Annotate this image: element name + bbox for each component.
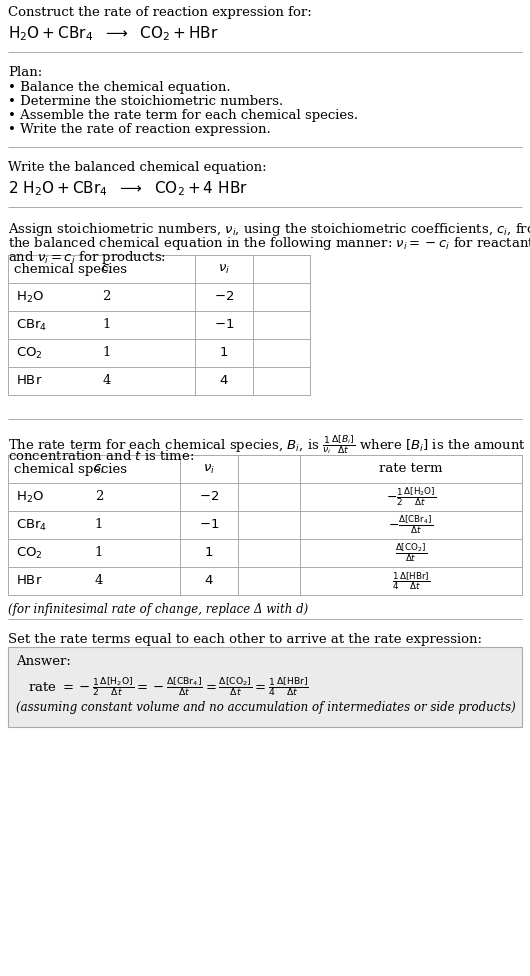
Text: $\mathrm{H_2O + CBr_4}$  $\longrightarrow$  $\mathrm{CO_2 + HBr}$: $\mathrm{H_2O + CBr_4}$ $\longrightarrow…	[8, 24, 218, 43]
Text: $4$: $4$	[219, 375, 229, 387]
Text: $\mathrm{CBr_4}$: $\mathrm{CBr_4}$	[16, 317, 47, 333]
Text: 2: 2	[95, 491, 103, 504]
Text: $-\frac{\Delta[\mathrm{CBr_4}]}{\Delta t}$: $-\frac{\Delta[\mathrm{CBr_4}]}{\Delta t…	[388, 513, 434, 537]
Text: • Assemble the rate term for each chemical species.: • Assemble the rate term for each chemic…	[8, 109, 358, 122]
Text: $\frac{1}{4}\frac{\Delta[\mathrm{HBr}]}{\Delta t}$: $\frac{1}{4}\frac{\Delta[\mathrm{HBr}]}{…	[392, 570, 430, 592]
Text: $\mathrm{2\ H_2O + CBr_4}$  $\longrightarrow$  $\mathrm{CO_2 + 4\ HBr}$: $\mathrm{2\ H_2O + CBr_4}$ $\longrightar…	[8, 179, 248, 198]
Text: the balanced chemical equation in the following manner: $\nu_i = -c_i$ for react: the balanced chemical equation in the fo…	[8, 235, 530, 252]
Text: 2: 2	[102, 291, 111, 304]
Text: (assuming constant volume and no accumulation of intermediates or side products): (assuming constant volume and no accumul…	[16, 701, 516, 714]
Text: $\nu_i$: $\nu_i$	[203, 463, 215, 475]
Text: $\mathrm{CBr_4}$: $\mathrm{CBr_4}$	[16, 517, 47, 533]
Text: $1$: $1$	[205, 547, 214, 559]
Text: 4: 4	[95, 575, 103, 588]
Text: Assign stoichiometric numbers, $\nu_i$, using the stoichiometric coefficients, $: Assign stoichiometric numbers, $\nu_i$, …	[8, 221, 530, 238]
Text: $-1$: $-1$	[214, 318, 234, 332]
Text: $-\frac{1}{2}\frac{\Delta[\mathrm{H_2O}]}{\Delta t}$: $-\frac{1}{2}\frac{\Delta[\mathrm{H_2O}]…	[386, 486, 436, 508]
Text: $\nu_i$: $\nu_i$	[218, 263, 230, 275]
Text: $\mathrm{H_2O}$: $\mathrm{H_2O}$	[16, 489, 44, 505]
Text: • Balance the chemical equation.: • Balance the chemical equation.	[8, 81, 231, 94]
Text: $-1$: $-1$	[199, 518, 219, 532]
Text: $4$: $4$	[204, 575, 214, 588]
Text: Answer:: Answer:	[16, 655, 71, 668]
Text: Plan:: Plan:	[8, 66, 42, 79]
Text: and $\nu_i = c_i$ for products:: and $\nu_i = c_i$ for products:	[8, 249, 166, 266]
Text: Write the balanced chemical equation:: Write the balanced chemical equation:	[8, 161, 267, 174]
Text: $c_i$: $c_i$	[101, 263, 112, 275]
Text: $-2$: $-2$	[199, 491, 219, 504]
Text: $\frac{\Delta[\mathrm{CO_2}]}{\Delta t}$: $\frac{\Delta[\mathrm{CO_2}]}{\Delta t}$	[395, 542, 427, 564]
Text: 1: 1	[102, 346, 111, 359]
Text: 1: 1	[95, 518, 103, 532]
Text: rate $= -\frac{1}{2}\frac{\Delta[\mathrm{H_2O}]}{\Delta t} = -\frac{\Delta[\math: rate $= -\frac{1}{2}\frac{\Delta[\mathrm…	[28, 675, 309, 698]
Text: rate term: rate term	[379, 463, 443, 475]
Text: chemical species: chemical species	[14, 463, 127, 475]
Text: • Determine the stoichiometric numbers.: • Determine the stoichiometric numbers.	[8, 95, 283, 108]
Text: $\mathrm{CO_2}$: $\mathrm{CO_2}$	[16, 546, 43, 560]
Text: $-2$: $-2$	[214, 291, 234, 304]
Text: $\mathrm{CO_2}$: $\mathrm{CO_2}$	[16, 346, 43, 360]
Text: $\mathrm{HBr}$: $\mathrm{HBr}$	[16, 375, 42, 387]
Text: Construct the rate of reaction expression for:: Construct the rate of reaction expressio…	[8, 6, 312, 19]
Text: chemical species: chemical species	[14, 263, 127, 275]
Text: 1: 1	[95, 547, 103, 559]
Text: The rate term for each chemical species, $B_i$, is $\frac{1}{\nu_i}\frac{\Delta[: The rate term for each chemical species,…	[8, 433, 526, 456]
Text: (for infinitesimal rate of change, replace Δ with d): (for infinitesimal rate of change, repla…	[8, 603, 308, 616]
Text: concentration and $t$ is time:: concentration and $t$ is time:	[8, 449, 195, 463]
Text: • Write the rate of reaction expression.: • Write the rate of reaction expression.	[8, 123, 271, 136]
Text: $\mathrm{H_2O}$: $\mathrm{H_2O}$	[16, 290, 44, 305]
Text: $\mathrm{HBr}$: $\mathrm{HBr}$	[16, 575, 42, 588]
Text: $c_i$: $c_i$	[93, 463, 105, 475]
Text: Set the rate terms equal to each other to arrive at the rate expression:: Set the rate terms equal to each other t…	[8, 633, 482, 646]
Text: 4: 4	[102, 375, 111, 387]
Text: $1$: $1$	[219, 346, 228, 359]
FancyBboxPatch shape	[8, 647, 522, 727]
Text: 1: 1	[102, 318, 111, 332]
